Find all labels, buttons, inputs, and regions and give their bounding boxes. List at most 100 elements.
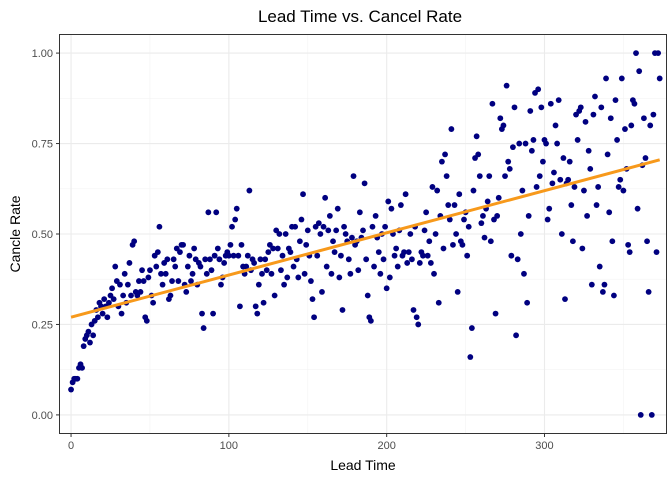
data-point xyxy=(154,249,161,255)
data-point xyxy=(388,205,395,212)
data-point xyxy=(80,343,87,350)
data-point xyxy=(334,205,341,212)
data-point xyxy=(184,263,191,270)
data-point xyxy=(333,227,340,234)
data-point xyxy=(356,209,363,216)
data-point xyxy=(276,231,283,237)
data-point xyxy=(506,165,513,172)
data-point xyxy=(325,227,332,234)
data-point xyxy=(216,256,223,263)
data-point xyxy=(235,252,242,259)
data-point xyxy=(259,270,265,277)
data-point xyxy=(207,256,213,263)
data-point xyxy=(191,245,198,252)
data-point xyxy=(516,140,523,147)
data-point xyxy=(391,252,398,259)
x-axis-title: Lead Time xyxy=(330,457,396,473)
data-point xyxy=(584,213,590,219)
data-point xyxy=(565,176,572,183)
data-point xyxy=(213,209,220,216)
data-point xyxy=(172,263,179,270)
data-point xyxy=(574,137,581,143)
data-point xyxy=(124,281,131,288)
data-point xyxy=(143,317,150,324)
data-point xyxy=(284,274,291,281)
data-point xyxy=(489,100,496,107)
data-point xyxy=(101,296,108,303)
data-point xyxy=(382,223,388,230)
data-point xyxy=(394,263,401,270)
data-point xyxy=(454,288,461,295)
data-point xyxy=(533,184,540,190)
y-tick-label: 0.75 xyxy=(32,139,53,151)
data-point xyxy=(648,412,655,418)
data-point xyxy=(188,278,194,284)
data-point xyxy=(547,100,554,107)
data-point xyxy=(375,249,382,255)
data-point xyxy=(617,176,624,183)
data-point xyxy=(535,86,542,93)
data-point xyxy=(225,252,232,259)
data-point xyxy=(90,332,97,339)
data-point xyxy=(175,278,182,284)
data-point xyxy=(110,296,117,303)
data-point xyxy=(508,252,515,259)
data-point xyxy=(427,260,434,266)
data-point xyxy=(596,263,603,270)
data-point xyxy=(268,270,275,277)
data-point xyxy=(435,299,442,306)
x-tick-label: 100 xyxy=(220,440,238,452)
data-point xyxy=(265,249,272,255)
data-point xyxy=(331,249,338,255)
trend-line-group xyxy=(70,158,661,319)
x-tick-label: 0 xyxy=(68,440,74,452)
data-point xyxy=(162,270,169,277)
data-point xyxy=(625,241,632,248)
data-point xyxy=(577,104,584,111)
data-point xyxy=(527,108,534,114)
chart-title: Lead Time vs. Cancel Rate xyxy=(258,7,462,26)
data-point xyxy=(117,281,123,288)
data-point xyxy=(536,173,543,180)
data-point xyxy=(150,299,157,306)
data-point xyxy=(555,97,562,104)
data-point xyxy=(636,68,643,75)
data-point xyxy=(588,281,595,288)
data-point xyxy=(221,260,228,266)
data-point xyxy=(505,158,512,165)
data-point xyxy=(423,209,430,216)
data-point xyxy=(183,288,190,295)
data-point xyxy=(443,173,450,180)
y-axis-title: Cancle Rate xyxy=(7,195,23,272)
data-point xyxy=(85,328,92,335)
data-point xyxy=(104,314,111,321)
data-point xyxy=(290,263,297,270)
data-point xyxy=(628,122,635,129)
data-point xyxy=(622,126,628,132)
data-point xyxy=(260,299,267,306)
data-point xyxy=(481,234,488,241)
data-point xyxy=(448,126,455,132)
data-point xyxy=(510,144,516,151)
data-point xyxy=(401,249,407,255)
data-point xyxy=(593,202,600,208)
data-point xyxy=(530,137,537,143)
data-point xyxy=(416,260,423,266)
data-point xyxy=(251,260,258,266)
data-point xyxy=(543,140,549,147)
data-point xyxy=(328,270,335,277)
data-point xyxy=(189,270,196,277)
x-tick-label: 200 xyxy=(377,440,395,452)
data-point xyxy=(281,281,287,288)
data-point xyxy=(459,241,466,248)
data-point xyxy=(233,205,240,212)
data-point xyxy=(644,238,650,245)
data-point xyxy=(298,216,305,223)
data-point xyxy=(546,205,553,212)
data-point xyxy=(252,303,259,310)
data-point xyxy=(274,245,281,252)
data-point xyxy=(494,213,501,219)
data-point xyxy=(426,238,433,245)
data-point xyxy=(656,75,663,82)
